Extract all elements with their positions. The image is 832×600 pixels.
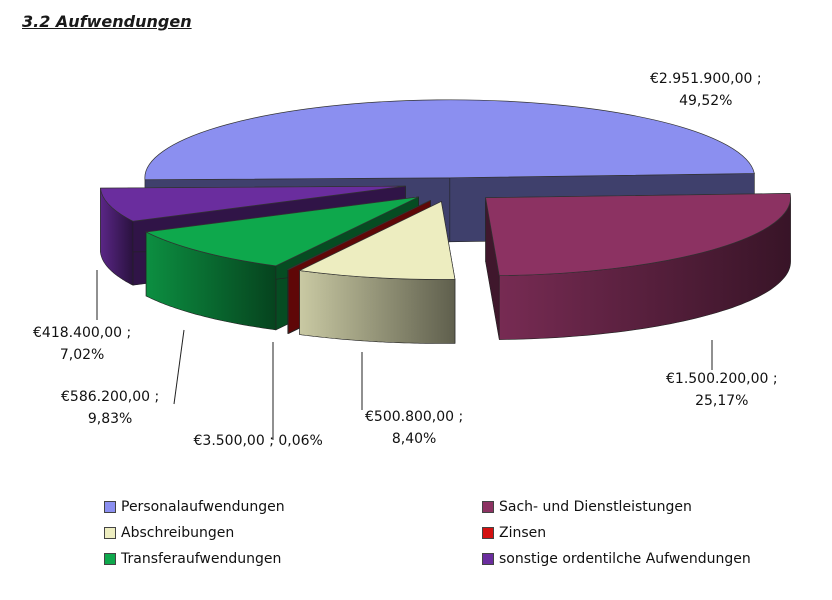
slice-abschreibungen	[298, 200, 456, 344]
data-label-percent: 7,02%	[59, 347, 105, 363]
data-label-abschreibungen: €500.800,00 ; 8,40%	[365, 406, 463, 450]
data-label-sach-und-dienstleistungen: €1.500.200,00 ; 25,17%	[666, 368, 778, 412]
slice-side-zinsen	[287, 269, 289, 334]
data-label-personalaufwendungen: €2.951.900,00 ; 49,52%	[650, 68, 762, 112]
data-label-percent: 25,17%	[695, 393, 749, 409]
slice-top-sonstige-ordentilche-aufwendungen	[100, 185, 406, 222]
data-label-value: €586.200,00 ;	[61, 389, 160, 405]
data-label-value: €2.951.900,00 ;	[650, 71, 762, 87]
data-label-percent: 9,83%	[87, 411, 133, 427]
slice-top-zinsen	[286, 200, 431, 270]
data-label-value: €500.800,00 ;	[365, 409, 464, 425]
data-label-percent: 8,40%	[391, 431, 437, 447]
data-label-value: €3.500,00 ; 0,06%	[193, 433, 323, 449]
data-label-percent: 49,52%	[679, 93, 733, 109]
slice-top-sach-und-dienstleistungen	[485, 193, 791, 276]
slice-sach-und-dienstleistungen	[485, 193, 791, 340]
slice-side-abschreibungen	[299, 270, 456, 344]
chart-title: 3.2 Aufwendungen	[22, 12, 192, 31]
data-label-value: €418.400,00 ;	[33, 325, 132, 341]
slice-top-personalaufwendungen	[144, 99, 755, 181]
data-label-zinsen: €3.500,00 ; 0,06%	[194, 430, 323, 452]
data-label-value: €1.500.200,00 ;	[666, 371, 778, 387]
slice-top-transferaufwendungen	[144, 196, 419, 267]
leader-line-transferaufwendungen	[173, 329, 185, 405]
data-label-sonstige-ordentilche-aufwendungen: €418.400,00 ; 7,02%	[33, 322, 131, 366]
data-label-transferaufwendungen: €586.200,00 ; 9,83%	[61, 386, 159, 430]
slice-top-abschreibungen	[298, 200, 456, 280]
